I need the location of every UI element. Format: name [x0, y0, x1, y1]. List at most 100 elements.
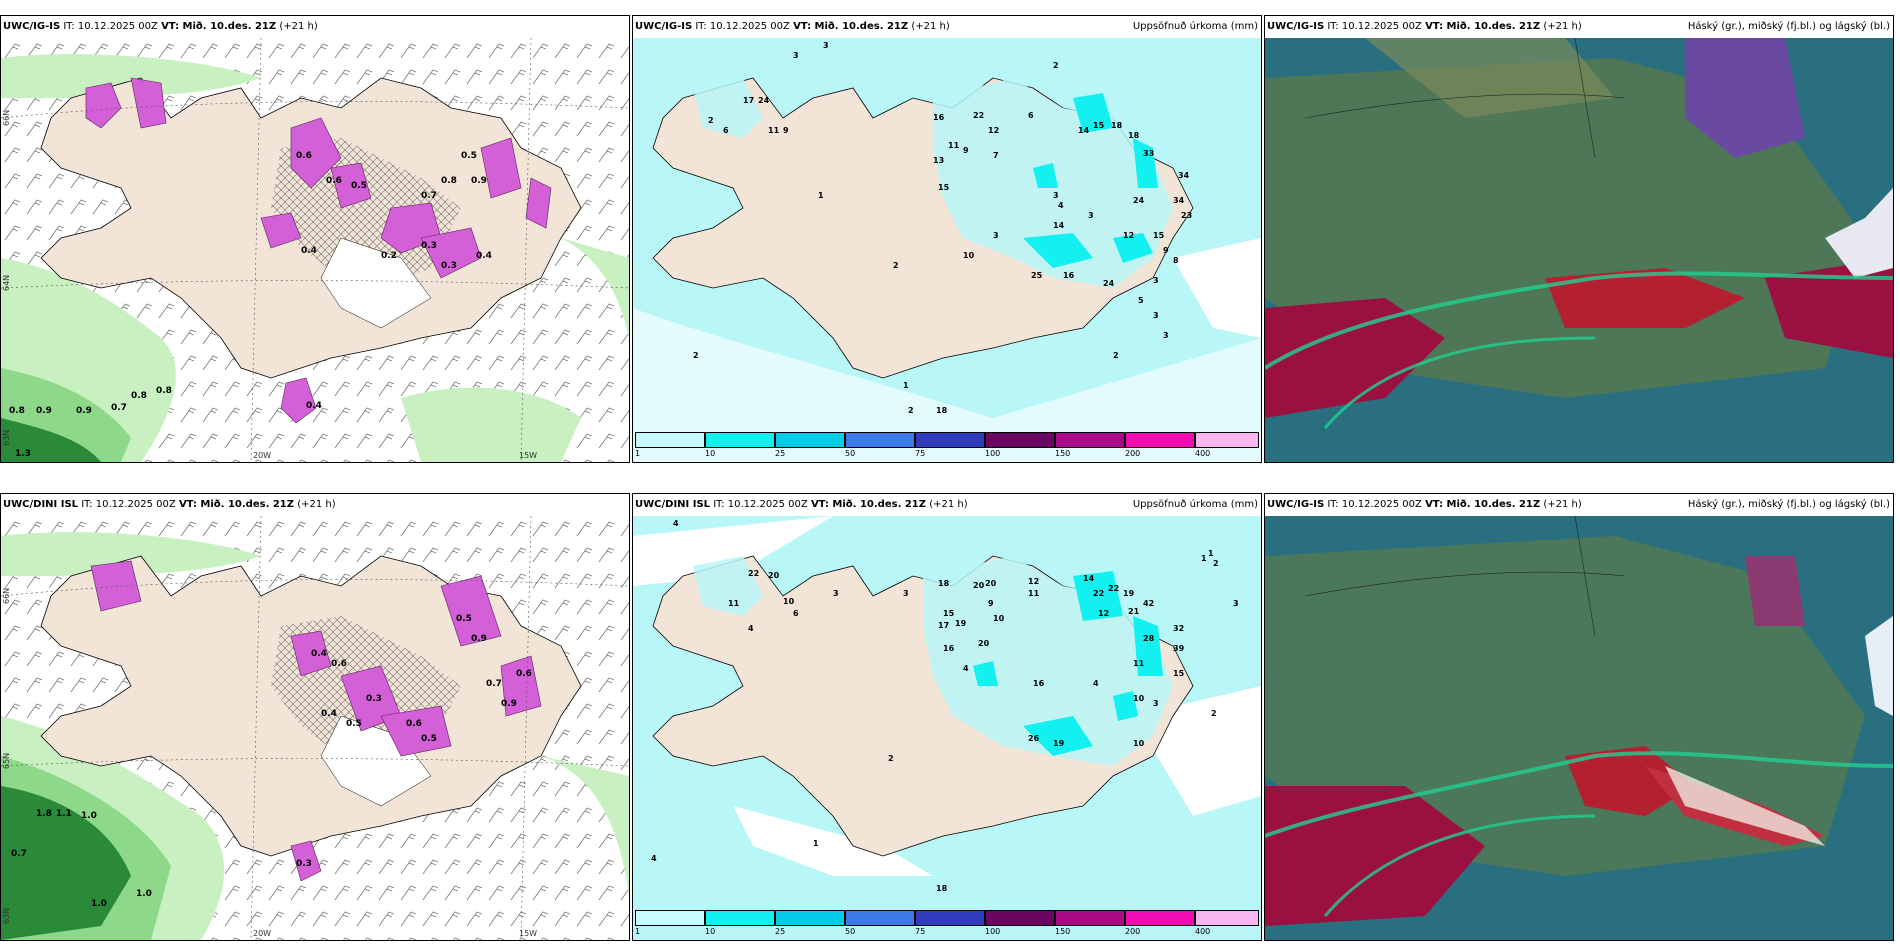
green-precip-se — [401, 387, 581, 462]
precip-value: 3 — [793, 51, 799, 60]
precip-value: 16 — [1063, 271, 1075, 280]
precip-value: 4 — [673, 519, 679, 528]
lat-label: 63N — [2, 429, 11, 446]
precip-value: 16 — [933, 113, 945, 122]
precip-value: 2 — [1211, 709, 1217, 718]
value-label: 0.6 — [516, 669, 532, 679]
high-cloud-purple — [1745, 556, 1805, 626]
legend-swatch — [775, 432, 845, 448]
cloud-edge-contour — [1323, 336, 1596, 429]
dry-area-n — [633, 516, 833, 586]
dry-area-east — [1173, 238, 1261, 338]
issue-time: IT: 10.12.2025 00Z — [695, 21, 790, 32]
lat-label: 66N — [2, 109, 11, 126]
value-label: 0.3 — [366, 694, 382, 704]
precip-value: 2 — [908, 406, 914, 415]
precip-value: 10 — [1133, 739, 1145, 748]
issue-time: IT: 10.12.2025 00Z — [63, 21, 158, 32]
legend-swatch — [1055, 910, 1125, 926]
precip-value: 3 — [1153, 699, 1159, 708]
precip-value: 13 — [933, 156, 944, 165]
precip-value: 6 — [723, 126, 729, 135]
valid-time: VT: Mið. 10.des. 21Z — [1425, 499, 1541, 510]
cloud-edge-contour — [1265, 271, 1893, 370]
value-label: 0.5 — [461, 151, 477, 161]
legend-swatch — [915, 910, 985, 926]
precip-value: 9 — [963, 146, 969, 155]
model-name: UWC/IG-IS — [635, 21, 693, 32]
precip-value: 18 — [936, 884, 948, 893]
precip-value: 10 — [963, 251, 975, 260]
precip-value: 12 — [1098, 609, 1109, 618]
precip-value: 18 — [1111, 121, 1123, 130]
precip-value: 3 — [833, 589, 839, 598]
precip-value: 15 — [943, 609, 955, 618]
legend-label: 50 — [845, 927, 856, 936]
low-cloud-red-w — [1265, 786, 1485, 926]
legend-label: 200 — [1125, 927, 1141, 936]
legend-swatch — [705, 910, 775, 926]
value-label: 1.0 — [136, 889, 152, 899]
green-precip-nw — [1, 532, 261, 576]
precip-value: 20 — [985, 579, 997, 588]
precip-value: 11 — [1028, 589, 1040, 598]
precip-map-igis: 17 24 6 11 9 3 3 2 1 16 22 12 6 13 11 9 … — [633, 38, 1261, 462]
value-label: 0.9 — [501, 699, 517, 709]
precip-value: 1 — [818, 191, 824, 200]
value-label: 0.8 — [9, 406, 25, 416]
legend-swatch — [1195, 432, 1259, 448]
model-name: UWC/DINI ISL — [3, 499, 79, 510]
valid-time: VT: Mið. 10.des. 21Z — [793, 21, 909, 32]
issue-time: IT: 10.12.2025 00Z — [81, 499, 176, 510]
precip-value: 10 — [993, 614, 1005, 623]
precip-value: 3 — [1153, 276, 1159, 285]
value-label: 0.6 — [331, 659, 347, 669]
precip-value: 1 — [813, 839, 819, 848]
precip-value: 22 — [748, 569, 759, 578]
precip-value: 1 — [1208, 549, 1214, 558]
low-cloud-red-c — [1545, 268, 1745, 328]
value-label: 0.4 — [311, 649, 327, 659]
lon-label: 20W — [253, 929, 272, 938]
legend-swatch — [915, 432, 985, 448]
precip-value: 16 — [943, 644, 955, 653]
lead-time: (+21 h) — [297, 499, 336, 510]
legend-swatch — [1125, 910, 1195, 926]
legend-swatch — [985, 910, 1055, 926]
lead-time: (+21 h) — [911, 21, 950, 32]
precip-value: 4 — [963, 664, 969, 673]
value-label: 0.6 — [296, 151, 312, 161]
panel-igis-precip: UWC/IG-IS IT: 10.12.2025 00Z VT: Mið. 10… — [632, 15, 1262, 463]
precip-value: 21 — [1128, 607, 1140, 616]
lon-label: 20W — [253, 451, 272, 460]
legend-swatch — [1195, 910, 1259, 926]
cloud-map-dini — [1265, 516, 1893, 940]
value-label: 0.5 — [456, 614, 472, 624]
wind-map-dini: 1.8 1.1 1.0 0.7 1.0 1.0 0.6 0.5 0.9 0.4 … — [1, 516, 629, 940]
precip-value: 11 — [1133, 659, 1145, 668]
lon-label: 15W — [519, 451, 538, 460]
legend-label: 150 — [1055, 449, 1071, 458]
precip-value: 3 — [903, 589, 909, 598]
field-title: Háský (gr.), miðský (fj.bl.) og lágský (… — [1687, 499, 1890, 510]
grid-lines — [1, 516, 629, 940]
lead-time: (+21 h) — [1543, 21, 1582, 32]
lat-label: 63N — [2, 907, 11, 924]
panel-igis-wind: UWC/IG-IS IT: 10.12.2025 00Z VT: Mið. 10… — [0, 15, 630, 463]
value-label: 0.5 — [351, 181, 367, 191]
low-cloud-red-c — [1565, 746, 1695, 816]
value-label: 0.8 — [156, 386, 172, 396]
panel-dini-wind: UWC/DINI ISL IT: 10.12.2025 00Z VT: Mið.… — [0, 493, 630, 941]
value-label: 0.8 — [131, 391, 147, 401]
precip-value: 11 — [728, 599, 740, 608]
legend-label: 200 — [1125, 449, 1141, 458]
low-cloud-red-w — [1265, 298, 1445, 418]
precip-value: 5 — [1138, 296, 1144, 305]
precip-value: 2 — [708, 116, 714, 125]
high-cloud-purple — [1685, 38, 1805, 158]
precip-value: 28 — [1143, 634, 1155, 643]
low-cloud-red-e — [1765, 258, 1893, 358]
lead-time: (+21 h) — [929, 499, 968, 510]
precip-value: 3 — [1053, 191, 1059, 200]
legend-label: 1 — [635, 927, 641, 936]
